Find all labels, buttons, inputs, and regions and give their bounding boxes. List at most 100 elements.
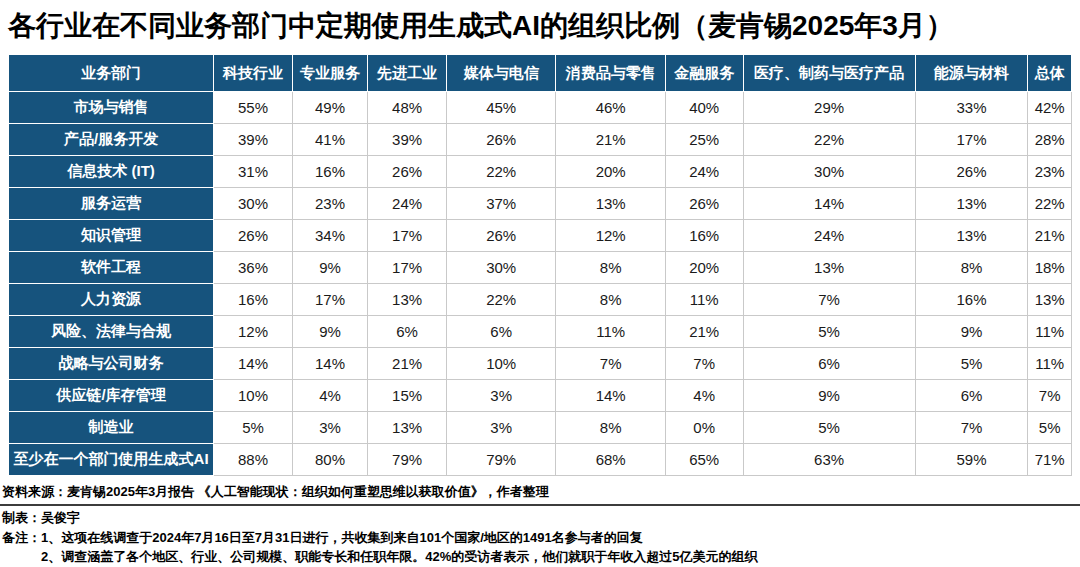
note-line-1: 1、这项在线调查于2024年7月16日至7月31日进行，共收集到来自101个国家… bbox=[41, 530, 1080, 546]
data-cell: 4% bbox=[292, 380, 367, 412]
row-label: 战略与公司财务 bbox=[9, 348, 214, 380]
row-label: 人力资源 bbox=[9, 284, 214, 316]
column-header-industry: 专业服务 bbox=[292, 55, 367, 92]
row-label: 知识管理 bbox=[9, 220, 214, 252]
data-cell: 71% bbox=[1028, 444, 1072, 476]
data-cell: 0% bbox=[665, 412, 743, 444]
data-cell: 6% bbox=[446, 316, 555, 348]
row-label: 产品/服务开发 bbox=[9, 124, 214, 156]
data-cell: 10% bbox=[214, 380, 293, 412]
table-row: 制造业5%3%13%3%8%0%5%7%5% bbox=[9, 412, 1072, 444]
data-cell: 21% bbox=[368, 348, 447, 380]
data-cell: 24% bbox=[665, 156, 743, 188]
data-cell: 21% bbox=[1028, 220, 1072, 252]
data-cell: 16% bbox=[665, 220, 743, 252]
data-cell: 5% bbox=[915, 348, 1028, 380]
data-cell: 28% bbox=[1028, 124, 1072, 156]
data-cell: 20% bbox=[665, 252, 743, 284]
note-line-2: 2、调查涵盖了各个地区、行业、公司规模、职能专长和任职年限。42%的受访者表示，… bbox=[41, 549, 1080, 565]
data-cell: 11% bbox=[1028, 348, 1072, 380]
data-cell: 30% bbox=[214, 188, 293, 220]
data-cell: 20% bbox=[556, 156, 665, 188]
data-cell: 9% bbox=[743, 380, 915, 412]
data-cell: 40% bbox=[665, 92, 743, 124]
data-cell: 6% bbox=[915, 380, 1028, 412]
data-cell: 17% bbox=[292, 284, 367, 316]
data-cell: 26% bbox=[214, 220, 293, 252]
data-cell: 5% bbox=[214, 412, 293, 444]
table-row: 战略与公司财务14%14%21%10%7%7%6%5%11% bbox=[9, 348, 1072, 380]
column-header-industry: 能源与材料 bbox=[915, 55, 1028, 92]
data-cell: 23% bbox=[292, 188, 367, 220]
data-cell: 7% bbox=[665, 348, 743, 380]
data-cell: 8% bbox=[556, 252, 665, 284]
table-row: 服务运营30%23%24%37%13%26%14%13%22% bbox=[9, 188, 1072, 220]
data-cell: 55% bbox=[214, 92, 293, 124]
infographic-page: 各行业在不同业务部门中定期使用生成式AI的组织比例（麦肯锡2025年3月） 业务… bbox=[0, 0, 1080, 567]
column-header-department: 业务部门 bbox=[9, 55, 214, 92]
data-cell: 4% bbox=[665, 380, 743, 412]
table-row: 知识管理26%34%17%26%12%16%24%13%21% bbox=[9, 220, 1072, 252]
data-table: 业务部门科技行业专业服务先进工业媒体与电信消费品与零售金融服务医疗、制药与医疗产… bbox=[8, 54, 1072, 476]
notes-list: 1、这项在线调查于2024年7月16日至7月31日进行，共收集到来自101个国家… bbox=[41, 530, 1080, 567]
data-cell: 10% bbox=[446, 348, 555, 380]
data-cell: 46% bbox=[556, 92, 665, 124]
data-cell: 26% bbox=[446, 124, 555, 156]
data-cell: 7% bbox=[915, 412, 1028, 444]
table-row: 人力资源16%17%13%22%8%11%7%16%13% bbox=[9, 284, 1072, 316]
data-cell: 30% bbox=[446, 252, 555, 284]
data-cell: 68% bbox=[556, 444, 665, 476]
data-cell: 24% bbox=[743, 220, 915, 252]
data-cell: 26% bbox=[446, 220, 555, 252]
data-cell: 26% bbox=[368, 156, 447, 188]
data-cell: 17% bbox=[368, 220, 447, 252]
data-cell: 7% bbox=[1028, 380, 1072, 412]
table-row: 供应链/库存管理10%4%15%3%14%4%9%6%7% bbox=[9, 380, 1072, 412]
data-cell: 37% bbox=[446, 188, 555, 220]
data-cell: 48% bbox=[368, 92, 447, 124]
data-cell: 9% bbox=[292, 252, 367, 284]
data-cell: 6% bbox=[368, 316, 447, 348]
column-header-industry: 金融服务 bbox=[665, 55, 743, 92]
data-cell: 11% bbox=[665, 284, 743, 316]
row-label: 供应链/库存管理 bbox=[9, 380, 214, 412]
data-cell: 88% bbox=[214, 444, 293, 476]
row-label: 风险、法律与合规 bbox=[9, 316, 214, 348]
data-cell: 6% bbox=[743, 348, 915, 380]
column-header-industry: 先进工业 bbox=[368, 55, 447, 92]
data-cell: 63% bbox=[743, 444, 915, 476]
data-cell: 22% bbox=[1028, 188, 1072, 220]
row-label: 至少在一个部门使用生成式AI bbox=[9, 444, 214, 476]
data-cell: 12% bbox=[556, 220, 665, 252]
data-cell: 18% bbox=[1028, 252, 1072, 284]
data-cell: 49% bbox=[292, 92, 367, 124]
data-cell: 30% bbox=[743, 156, 915, 188]
data-cell: 79% bbox=[446, 444, 555, 476]
row-label: 制造业 bbox=[9, 412, 214, 444]
data-cell: 22% bbox=[446, 156, 555, 188]
data-cell: 3% bbox=[446, 412, 555, 444]
data-cell: 33% bbox=[915, 92, 1028, 124]
data-cell: 16% bbox=[915, 284, 1028, 316]
data-cell: 14% bbox=[556, 380, 665, 412]
data-cell: 36% bbox=[214, 252, 293, 284]
data-cell: 39% bbox=[368, 124, 447, 156]
data-cell: 9% bbox=[292, 316, 367, 348]
row-label: 市场与销售 bbox=[9, 92, 214, 124]
data-cell: 65% bbox=[665, 444, 743, 476]
data-cell: 80% bbox=[292, 444, 367, 476]
data-cell: 12% bbox=[214, 316, 293, 348]
data-cell: 8% bbox=[556, 284, 665, 316]
data-cell: 8% bbox=[915, 252, 1028, 284]
notes-block: 备注： 1、这项在线调查于2024年7月16日至7月31日进行，共收集到来自10… bbox=[0, 528, 1080, 567]
data-cell: 16% bbox=[214, 284, 293, 316]
table-row: 至少在一个部门使用生成式AI88%80%79%79%68%65%63%59%71… bbox=[9, 444, 1072, 476]
column-header-industry: 科技行业 bbox=[214, 55, 293, 92]
data-cell: 45% bbox=[446, 92, 555, 124]
data-cell: 21% bbox=[556, 124, 665, 156]
column-header-industry: 医疗、制药与医疗产品 bbox=[743, 55, 915, 92]
data-cell: 31% bbox=[214, 156, 293, 188]
data-cell: 7% bbox=[743, 284, 915, 316]
data-cell: 7% bbox=[556, 348, 665, 380]
data-cell: 25% bbox=[665, 124, 743, 156]
